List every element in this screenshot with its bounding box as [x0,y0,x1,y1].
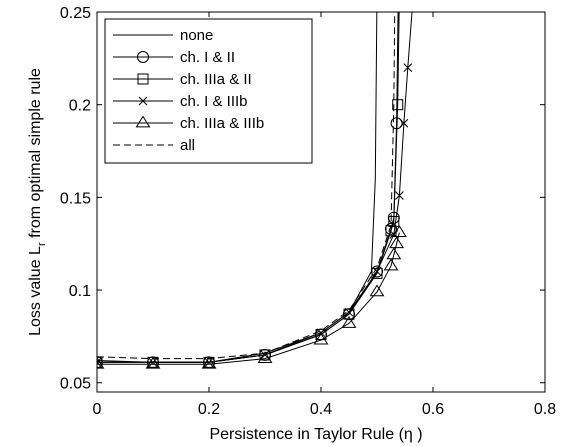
y-tick-label: 0.05 [60,376,91,393]
legend-item: none [113,27,213,44]
legend-box [104,18,313,164]
y-tick-label: 0.25 [60,5,91,22]
y-axis-label-subscript: r [36,242,48,246]
data-point [341,315,357,328]
legend-label: ch. IIIa & II [180,71,252,88]
data-point [204,357,214,367]
data-point [257,351,273,364]
data-point [201,356,217,369]
data-point [372,267,382,276]
x-tick-label: 0.8 [534,401,556,418]
legend-marker [138,96,148,106]
legend-marker [137,51,149,63]
series-line [97,232,400,365]
legend-item: ch. I & II [113,49,235,66]
legend-label: ch. I & II [180,49,235,66]
legend: none ch. I & II ch. IIIa & II ch. I & IIIb c… [104,18,313,164]
y-axis-label-main: Loss value L [27,246,44,336]
data-point [403,63,413,72]
data-point [391,225,407,237]
data-point [97,357,102,367]
series-line [97,12,396,360]
data-point [392,99,404,111]
legend-label: ch. I & IIIb [180,93,248,110]
x-tick-label: 0.4 [310,401,332,418]
data-point [344,307,354,317]
legend-item: all [113,137,195,154]
legend-label: ch. IIIa & IIIb [180,115,264,132]
y-axis-label-rest: from optimal simple rule [27,68,44,242]
series-layer [97,12,413,369]
data-point [148,357,158,367]
legend-label: none [180,27,213,44]
y-axis-label: Loss value Lr from optimal simple rule [27,68,48,336]
series-5 [97,225,407,369]
data-point [313,332,329,345]
series-line [97,12,413,363]
series-6 [97,12,396,360]
legend-marker [135,115,151,128]
data-point [97,356,105,369]
data-point [383,258,399,271]
data-point [369,284,385,297]
data-point [259,349,271,361]
x-tick-label: 0.2 [198,401,220,418]
data-point [399,118,409,128]
tick-layer: 0 0.2 0.4 0.6 0.8 0.05 0.1 0.15 0.2 0.25 [60,5,556,418]
data-point [389,236,405,249]
y-tick-label: 0.2 [69,98,91,115]
legend-item: ch. I & IIIb [113,93,248,110]
data-point [145,356,161,369]
legend-label: all [180,137,195,154]
x-tick-label: 0 [93,401,102,418]
legend-item: ch. IIIa & II [113,71,252,88]
y-tick-label: 0.1 [69,283,91,300]
legend-item: ch. IIIa & IIIb [113,115,264,132]
data-point [386,247,402,260]
data-point [388,215,400,227]
x-axis-label: Persistence in Taylor Rule (η ) [209,426,422,443]
x-tick-label: 0.6 [422,401,444,418]
legend-marker [137,73,149,85]
y-tick-label: 0.15 [60,190,91,207]
data-point [395,191,404,200]
